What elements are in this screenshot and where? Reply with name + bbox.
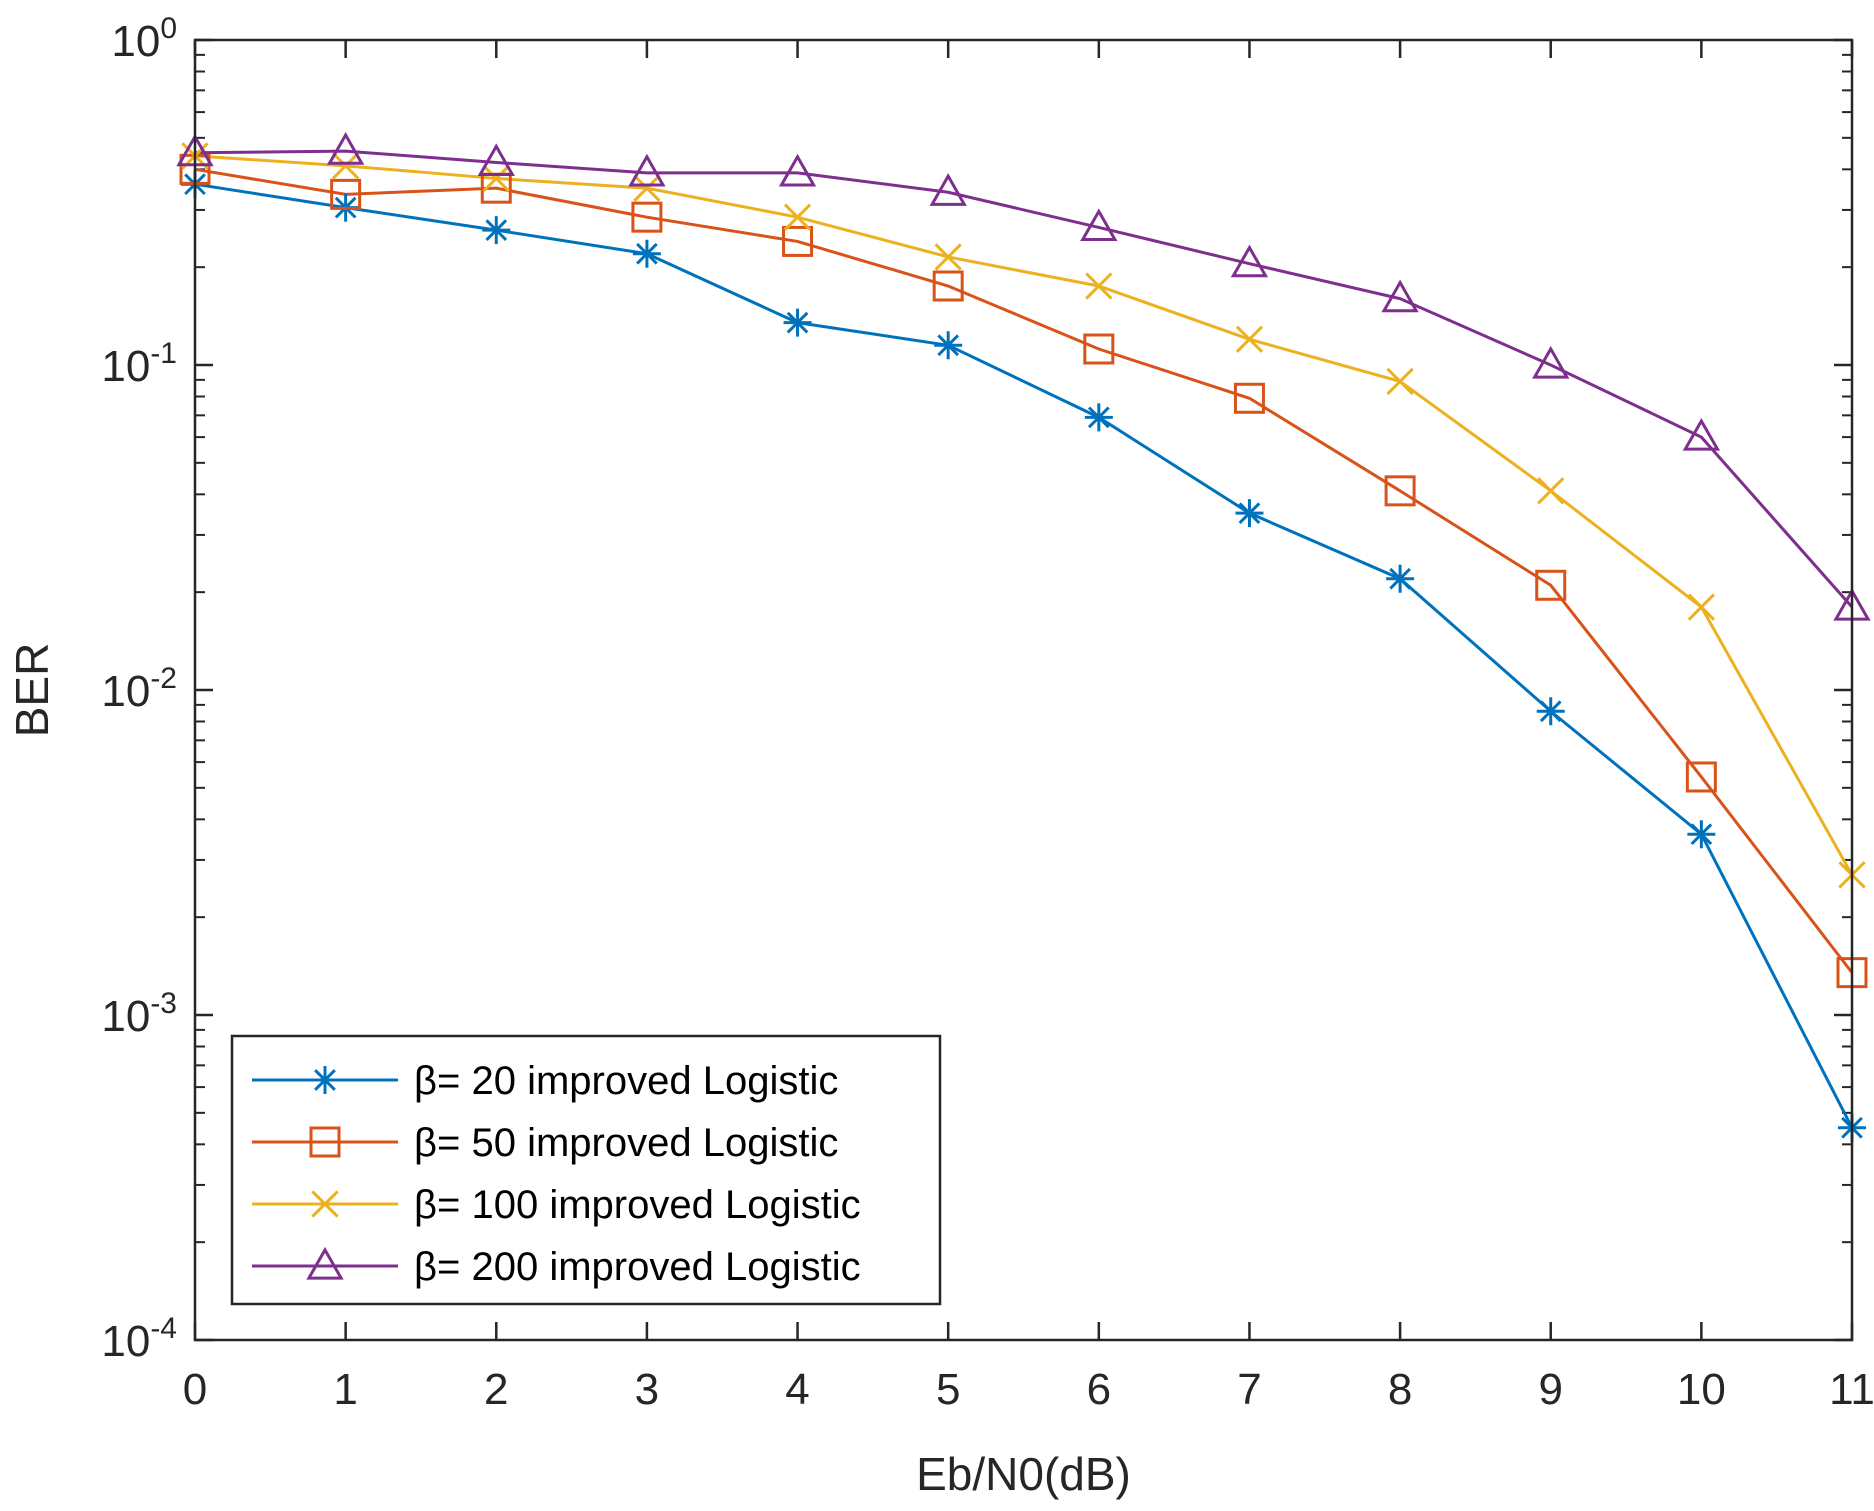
- legend-entry: β= 20 improved Logistic: [252, 1059, 838, 1103]
- y-tick-label: 10-4: [101, 1312, 177, 1366]
- data-point-s1: [783, 308, 812, 337]
- data-point-s4: [1080, 208, 1118, 242]
- data-point-s2: [1685, 761, 1717, 793]
- legend-entry: β= 50 improved Logistic: [252, 1121, 838, 1165]
- data-point-s1: [1235, 499, 1264, 528]
- data-point-s2: [631, 201, 663, 233]
- data-point-s2: [1233, 382, 1265, 414]
- y-tick-labels: 100 10-1 10-2 10-3 10-4: [101, 12, 177, 1366]
- data-point-s3: [1085, 272, 1113, 300]
- data-point-s3: [783, 203, 812, 231]
- data-point-s1: [934, 331, 963, 360]
- x-tick-label: 1: [333, 1365, 357, 1414]
- y-tick-label: 10-3: [101, 987, 177, 1041]
- data-point-s3: [934, 243, 962, 271]
- series-line-1: [194, 182, 1854, 1129]
- x-tick-label: 0: [183, 1365, 207, 1414]
- plot-frame: [193, 38, 1854, 1342]
- data-point-s1: [1687, 820, 1716, 849]
- data-point-s2: [330, 178, 362, 210]
- data-point-s2: [782, 225, 814, 257]
- legend-entry: β= 200 improved Logistic: [252, 1245, 861, 1289]
- data-point-s2: [1083, 333, 1115, 365]
- data-point-s4: [326, 132, 365, 165]
- data-point-s4: [628, 153, 666, 187]
- x-tick-label: 5: [936, 1365, 960, 1414]
- y-tick-label: 10-2: [101, 662, 177, 716]
- data-point-s3: [633, 174, 661, 202]
- data-point-s4: [1381, 279, 1419, 313]
- data-point-s1: [482, 216, 511, 245]
- series-line-4: [194, 149, 1854, 609]
- data-point-s3: [1235, 325, 1264, 353]
- legend-label: β= 100 improved Logistic: [414, 1183, 861, 1227]
- data-point-s1: [1536, 697, 1565, 726]
- x-tick-label: 2: [484, 1365, 508, 1414]
- y-axis-label: BER: [6, 643, 58, 738]
- data-point-s3: [1687, 593, 1716, 621]
- x-tick-label: 10: [1677, 1365, 1726, 1414]
- x-tick-labels: 0 1 2 3 4 5 6 7 8 9 10 11: [183, 1365, 1874, 1414]
- x-tick-label: 6: [1087, 1365, 1111, 1414]
- legend-entry: β= 100 improved Logistic: [252, 1183, 861, 1227]
- data-point-s4: [778, 153, 817, 187]
- y-tick-label: 10-1: [101, 337, 177, 391]
- data-point-s3: [482, 164, 510, 193]
- legend: β= 20 improved Logistic β= 50 improved Lo…: [230, 1034, 942, 1306]
- data-point-s2: [932, 270, 964, 302]
- data-point-s4: [1230, 244, 1269, 278]
- data-point-s4: [477, 143, 515, 177]
- series-line-3: [194, 154, 1854, 876]
- series-line-2: [194, 167, 1854, 974]
- legend-marker: [311, 1066, 339, 1094]
- x-tick-label: 3: [635, 1365, 659, 1414]
- x-tick-label: 8: [1388, 1365, 1412, 1414]
- data-point-s4: [929, 173, 967, 206]
- x-tick-label: 9: [1538, 1365, 1562, 1414]
- legend-label: β= 50 improved Logistic: [414, 1121, 838, 1165]
- x-tick-label: 11: [1829, 1365, 1874, 1414]
- data-point-s3: [1386, 367, 1414, 396]
- data-point-s4: [1682, 417, 1721, 451]
- data-point-s1: [1386, 564, 1415, 593]
- data-point-s2: [1535, 569, 1567, 601]
- data-point-s3: [331, 152, 360, 180]
- data-point-s1: [632, 239, 661, 268]
- data-point-s2: [1384, 475, 1416, 507]
- data-point-s4: [1532, 345, 1570, 379]
- legend-label: β= 20 improved Logistic: [414, 1059, 838, 1103]
- legend-marker: [311, 1190, 339, 1218]
- data-point-s1: [1084, 403, 1113, 432]
- x-tick-label: 7: [1237, 1365, 1261, 1414]
- legend-marker: [309, 1126, 341, 1158]
- y-tick-label: 100: [111, 12, 177, 66]
- legend-marker: [306, 1246, 344, 1280]
- x-axis-label: Eb/N0(dB): [916, 1448, 1131, 1500]
- legend-entries: β= 20 improved Logistic β= 50 improved Lo…: [252, 1059, 861, 1289]
- series-lines: [194, 149, 1854, 1129]
- x-tick-label: 4: [785, 1365, 809, 1414]
- data-point-s3: [1537, 477, 1565, 505]
- legend-label: β= 200 improved Logistic: [414, 1245, 861, 1289]
